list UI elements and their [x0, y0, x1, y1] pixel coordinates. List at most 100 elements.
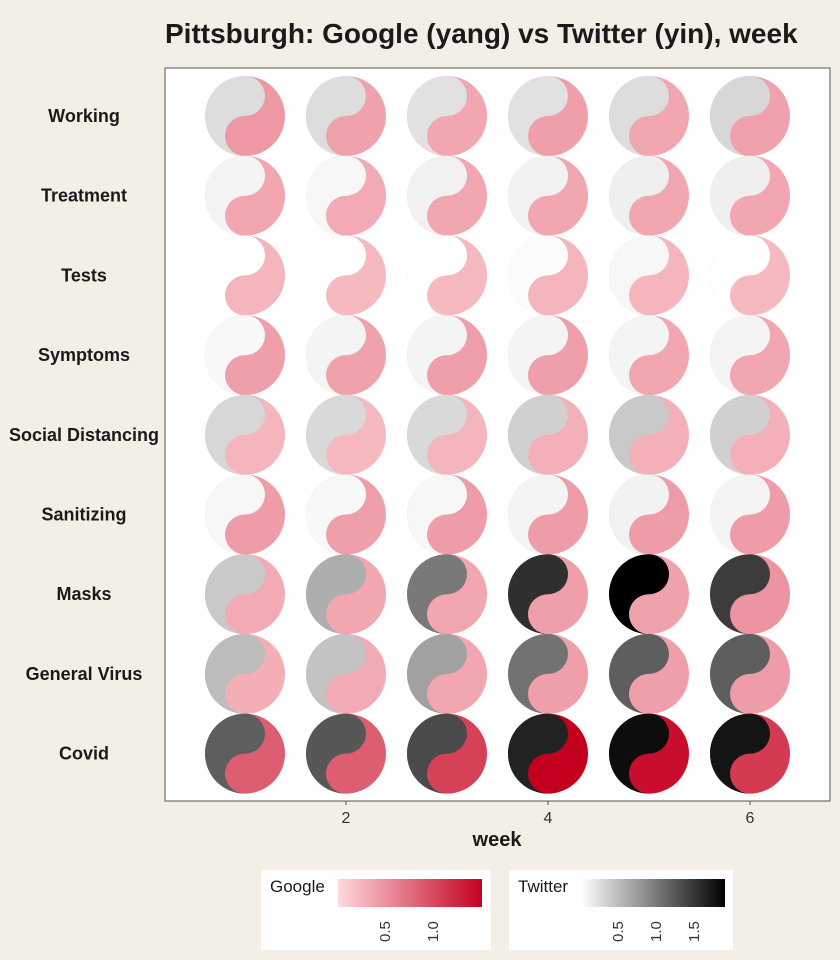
twitter-yin: [306, 315, 367, 396]
twitter-yin: [407, 394, 467, 475]
twitter-yin: [508, 76, 568, 156]
yin-yang-mark: [710, 713, 790, 794]
yin-yang-mark: [205, 633, 285, 714]
yin-yang-mark: [609, 713, 689, 794]
yin-yang-mark: [508, 554, 588, 635]
twitter-yin: [306, 394, 367, 475]
twitter-colorbar: [581, 879, 725, 907]
yin-yang-mark: [205, 554, 285, 635]
yin-yang-mark: [407, 315, 487, 396]
twitter-yin: [306, 474, 367, 555]
row-label: Masks: [56, 584, 111, 604]
legend-tick-mark: [694, 907, 696, 911]
yin-yang-mark: [407, 554, 487, 635]
yin-yang-mark: [306, 713, 386, 794]
yin-yang-mark: [508, 474, 588, 555]
twitter-yin: [205, 474, 265, 555]
yin-yang-mark: [306, 76, 386, 156]
yin-yang-mark: [407, 235, 487, 316]
twitter-yin: [710, 633, 770, 714]
yin-yang-mark: [609, 633, 689, 714]
twitter-yin: [710, 554, 770, 635]
twitter-yin: [508, 633, 568, 714]
yin-yang-mark: [508, 76, 588, 156]
x-tick-label: 2: [342, 810, 351, 827]
x-axis: 2 4 6: [342, 801, 755, 827]
twitter-yin: [205, 76, 265, 156]
row-label: General Virus: [26, 664, 143, 684]
twitter-yin: [710, 474, 770, 555]
twitter-legend-title: Twitter: [518, 877, 569, 896]
twitter-yin: [205, 633, 265, 714]
yin-yang-mark: [205, 713, 285, 794]
yin-yang-mark: [205, 235, 285, 316]
twitter-yin: [609, 315, 669, 396]
yin-yang-mark: [508, 235, 588, 316]
twitter-yin: [609, 474, 669, 555]
twitter-yin: [508, 155, 568, 236]
twitter-yin: [508, 554, 568, 635]
x-tick-label: 4: [544, 810, 553, 827]
twitter-yin: [407, 633, 467, 714]
twitter-yin: [306, 633, 367, 714]
yin-yang-mark: [407, 474, 487, 555]
twitter-yin: [710, 713, 770, 794]
twitter-yin: [710, 76, 770, 156]
yin-yang-mark: [609, 76, 689, 156]
yin-yang-mark: [710, 394, 790, 475]
yin-yang-mark: [710, 155, 790, 236]
yin-yang-mark: [205, 474, 285, 555]
twitter-yin: [710, 155, 770, 236]
yin-yang-mark: [306, 315, 386, 396]
twitter-yin: [710, 315, 770, 396]
legend-tick-label: 0.5: [609, 921, 627, 942]
twitter-yin: [508, 235, 568, 316]
yin-yang-mark: [508, 155, 588, 236]
x-tick-label: 6: [746, 810, 755, 827]
legend-tick-label: 1.5: [685, 921, 703, 942]
yin-yang-mark: [710, 554, 790, 635]
twitter-yin: [407, 713, 467, 794]
row-label: Social Distancing: [9, 425, 159, 445]
row-label: Treatment: [41, 186, 127, 206]
twitter-yin: [407, 315, 467, 396]
yin-yang-mark: [508, 633, 588, 714]
twitter-yin: [306, 554, 367, 635]
twitter-yin: [306, 235, 367, 316]
twitter-yin: [609, 633, 669, 714]
twitter-yin: [407, 76, 467, 156]
row-label: Working: [48, 106, 120, 126]
twitter-yin: [306, 713, 367, 794]
twitter-yin: [205, 713, 265, 794]
twitter-yin: [508, 713, 568, 794]
legend-tick-label: 0.5: [377, 921, 394, 942]
twitter-yin: [609, 235, 669, 316]
row-label: Symptoms: [38, 345, 130, 365]
twitter-yin: [407, 235, 467, 316]
twitter-yin: [609, 155, 669, 236]
yin-yang-mark: [710, 474, 790, 555]
twitter-yin: [205, 394, 265, 475]
yin-yang-mark: [306, 155, 386, 236]
yin-yang-mark: [508, 713, 588, 794]
legend-tick-label: 1.0: [425, 921, 442, 942]
twitter-yin: [407, 554, 467, 635]
twitter-yin: [306, 155, 367, 236]
yin-yang-mark: [710, 315, 790, 396]
twitter-yin: [609, 554, 669, 635]
yin-yang-mark: [306, 554, 386, 635]
chart-title: Pittsburgh: Google (yang) vs Twitter (yi…: [165, 18, 798, 49]
yin-yang-mark: [306, 633, 386, 714]
yin-yang-mark: [710, 235, 790, 316]
yin-yang-mark: [609, 474, 689, 555]
yin-yang-mark: [407, 633, 487, 714]
twitter-yin: [609, 394, 669, 475]
row-label: Tests: [61, 265, 107, 285]
yin-yang-mark: [407, 713, 487, 794]
google-colorbar: [338, 879, 482, 907]
yin-yang-mark: [407, 76, 487, 156]
yin-yang-mark: [508, 394, 588, 475]
twitter-yin: [710, 235, 770, 316]
row-label: Covid: [59, 744, 109, 764]
